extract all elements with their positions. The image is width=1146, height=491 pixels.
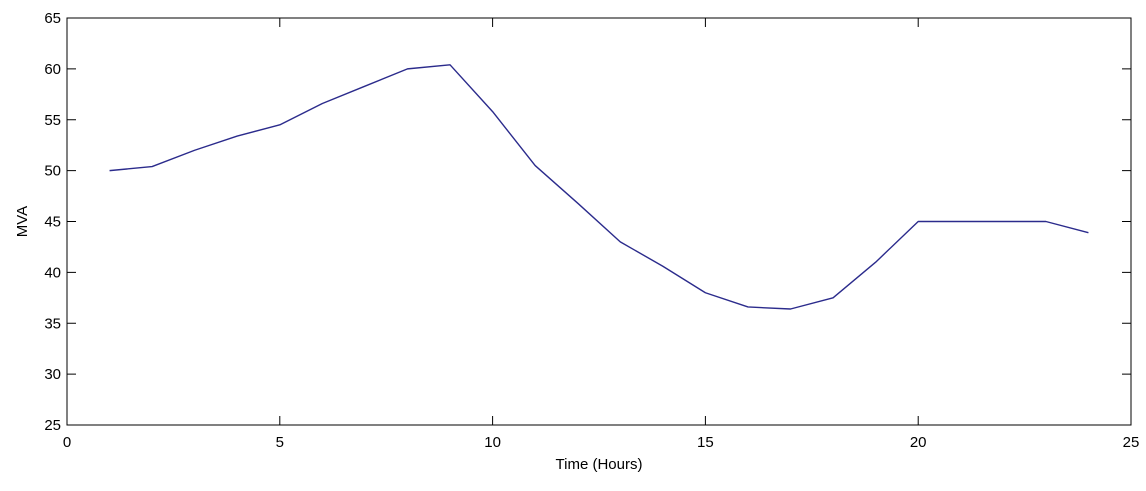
data-point [193,149,195,151]
data-point [1002,220,1004,222]
data-point [534,164,536,166]
data-point [279,124,281,126]
y-tick-label: 35 [44,315,61,332]
series-line [109,64,1089,310]
x-tick-label: 20 [910,434,927,451]
y-tick-label: 50 [44,163,61,180]
x-tick-label: 25 [1123,434,1140,451]
data-point [619,241,621,243]
x-axis-label: Time (Hours) [556,456,643,473]
data-point [874,261,876,263]
data-point [1087,231,1089,233]
y-tick-label: 60 [44,61,61,78]
data-point [321,102,323,104]
data-point [789,308,791,310]
data-point [406,68,408,70]
data-point [704,292,706,294]
data-point [747,306,749,308]
x-axis-ticks: 0 5 10 15 20 25 [63,18,1140,451]
data-point [1045,220,1047,222]
data-point [108,169,110,171]
data-point [491,110,493,112]
x-tick-label: 15 [697,434,714,451]
data-point [364,85,366,87]
data-point [917,220,919,222]
data-point [662,265,664,267]
y-tick-label: 45 [44,214,61,231]
y-tick-label: 65 [44,10,61,27]
y-tick-label: 40 [44,264,61,281]
y-tick-label: 55 [44,112,61,129]
x-tick-label: 0 [63,434,71,451]
data-point [960,220,962,222]
series-group [108,64,1089,310]
data-point [449,64,451,66]
y-axis-label: MVA [14,206,31,237]
data-point [577,202,579,204]
data-point [832,297,834,299]
y-axis-ticks: 25 30 35 40 45 50 55 60 65 [44,10,1131,434]
data-point [236,135,238,137]
data-point [151,165,153,167]
y-tick-label: 30 [44,366,61,383]
x-tick-label: 5 [276,434,284,451]
x-tick-label: 10 [484,434,501,451]
y-tick-label: 25 [44,417,61,434]
